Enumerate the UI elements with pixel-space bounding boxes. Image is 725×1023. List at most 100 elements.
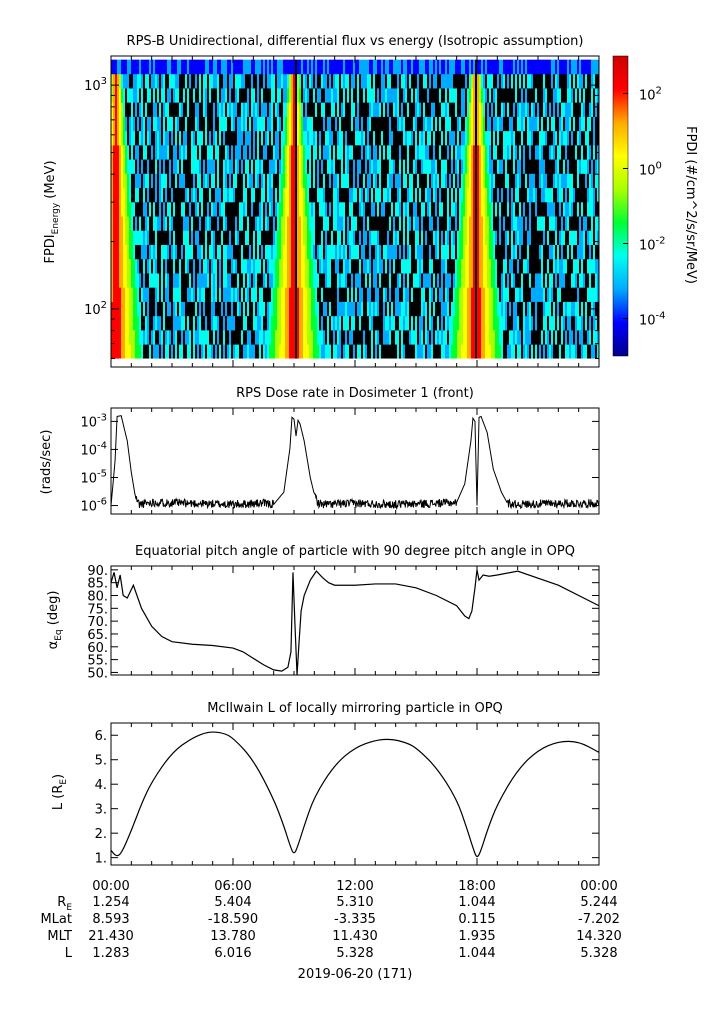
heatmap-cell xyxy=(501,73,504,89)
heatmap-cell xyxy=(355,116,358,132)
heatmap-cell xyxy=(365,273,368,288)
heatmap-cell xyxy=(117,159,120,174)
heatmap-cell xyxy=(135,102,138,117)
heatmap-cell xyxy=(359,116,362,132)
heatmap-cell xyxy=(149,244,152,260)
heatmap-cell xyxy=(567,230,570,245)
heatmap-cell xyxy=(557,116,560,132)
heatmap-cell xyxy=(257,73,260,89)
heatmap-cell xyxy=(569,230,572,245)
heatmap-cell xyxy=(577,145,580,160)
heatmap-cell xyxy=(399,230,402,245)
heatmap-cell xyxy=(327,173,330,189)
heatmap-cell xyxy=(181,130,184,146)
heatmap-cell xyxy=(545,116,548,132)
heatmap-cell xyxy=(139,102,142,117)
heatmap-cell xyxy=(287,116,290,132)
heatmap-cell xyxy=(223,116,226,132)
heatmap-cell xyxy=(379,102,382,117)
heatmap-cell xyxy=(291,273,294,288)
heatmap-cell xyxy=(387,88,390,103)
heatmap-cell xyxy=(271,287,274,302)
heatmap-cell xyxy=(267,344,270,359)
heatmap-cell xyxy=(221,301,224,317)
heatmap-cell xyxy=(535,230,538,245)
heatmap-cell xyxy=(157,187,160,203)
heatmap-cell xyxy=(431,301,434,317)
heatmap-cell xyxy=(555,201,558,217)
heatmap-cell xyxy=(151,230,154,245)
heatmap-cell xyxy=(507,315,510,331)
heatmap-cell xyxy=(167,244,170,260)
heatmap-cell xyxy=(333,159,336,174)
heatmap-cell xyxy=(453,159,456,174)
heatmap-cell xyxy=(167,88,170,103)
heatmap-cell xyxy=(415,159,418,174)
heatmap-cell xyxy=(127,315,130,331)
heatmap-cell xyxy=(519,102,522,117)
heatmap-cell xyxy=(149,102,152,117)
heatmap-cell xyxy=(419,88,422,103)
heatmap-cell xyxy=(321,301,324,317)
heatmap-cell xyxy=(183,201,186,217)
heatmap-cell xyxy=(495,230,498,245)
heatmap-cell xyxy=(239,59,242,75)
heatmap-cell xyxy=(395,59,398,75)
heatmap-cell xyxy=(207,258,210,274)
heatmap-cell xyxy=(557,130,560,146)
heatmap-cell xyxy=(311,130,314,146)
heatmap-cell xyxy=(137,88,140,103)
heatmap-cell xyxy=(151,330,154,345)
heatmap-cell xyxy=(501,145,504,160)
heatmap-cell xyxy=(431,258,434,274)
heatmap-cell xyxy=(459,315,462,331)
heatmap-cell xyxy=(275,216,278,231)
heatmap-cell xyxy=(443,330,446,345)
heatmap-cell xyxy=(373,273,376,288)
heatmap-cell xyxy=(121,315,124,331)
heatmap-cell xyxy=(317,116,320,132)
heatmap-cell xyxy=(215,59,218,75)
heatmap-cell xyxy=(295,88,298,103)
heatmap-cell xyxy=(565,88,568,103)
heatmap-cell xyxy=(493,244,496,260)
heatmap-cell xyxy=(315,301,318,317)
heatmap-cell xyxy=(115,330,118,345)
heatmap-cell xyxy=(267,173,270,189)
heatmap-cell xyxy=(267,130,270,146)
heatmap-cell xyxy=(265,216,268,231)
heatmap-cell xyxy=(405,301,408,317)
heatmap-cell xyxy=(391,287,394,302)
heatmap-cell xyxy=(303,315,306,331)
heatmap-cell xyxy=(137,173,140,189)
heatmap-cell xyxy=(361,201,364,217)
heatmap-cell xyxy=(157,258,160,274)
heatmap-cell xyxy=(527,201,530,217)
heatmap-cell xyxy=(575,59,578,75)
heatmap-cell xyxy=(115,216,118,231)
heatmap-cell xyxy=(255,187,258,203)
heatmap-cell xyxy=(451,73,454,89)
heatmap-cell xyxy=(399,102,402,117)
heatmap-cell xyxy=(223,201,226,217)
heatmap-cell xyxy=(159,73,162,89)
heatmap-cell xyxy=(457,59,460,75)
heatmap-cell xyxy=(127,159,130,174)
heatmap-cell xyxy=(401,73,404,89)
heatmap-cell xyxy=(533,273,536,288)
heatmap-cell xyxy=(175,244,178,260)
heatmap-cell xyxy=(135,159,138,174)
heatmap-cell xyxy=(241,145,244,160)
heatmap-cell xyxy=(371,273,374,288)
heatmap-cell xyxy=(547,244,550,260)
heatmap-cell xyxy=(573,287,576,302)
heatmap-cell xyxy=(143,330,146,345)
heatmap-cell xyxy=(511,173,514,189)
heatmap-cell xyxy=(385,88,388,103)
heatmap-cell xyxy=(183,301,186,317)
heatmap-cell xyxy=(173,187,176,203)
heatmap-cell xyxy=(207,315,210,331)
heatmap-cell xyxy=(241,73,244,89)
heatmap-cell xyxy=(367,287,370,302)
heatmap-cell xyxy=(177,73,180,89)
